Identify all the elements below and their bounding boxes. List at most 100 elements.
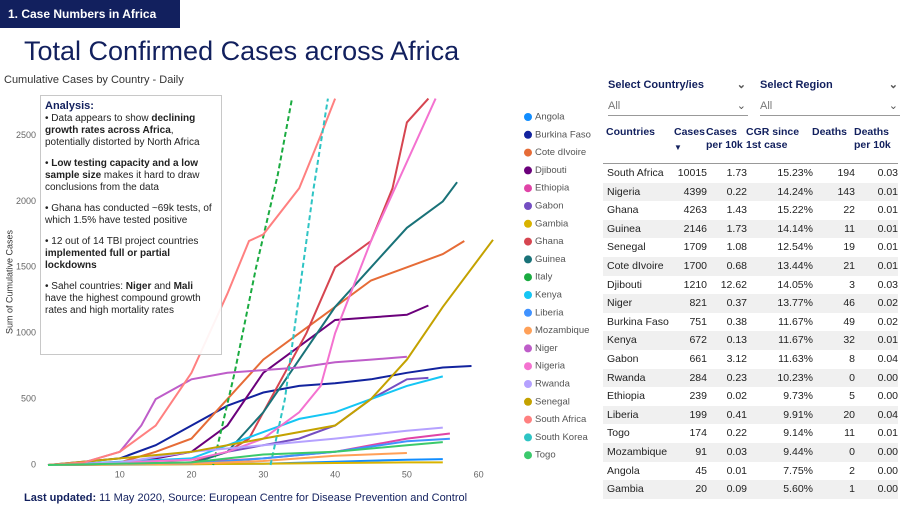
table-cell: 14.14% (777, 222, 813, 235)
table-row: Liberia 199 0.41 9.91% 20 0.04 (603, 405, 898, 425)
table-cell: Gambia (607, 483, 644, 496)
column-header[interactable]: Cases ▼ (671, 120, 705, 163)
column-header[interactable]: Cases per 10k (703, 120, 743, 163)
table-cell: 21 (843, 259, 855, 272)
table-row: Burkina Faso 751 0.38 11.67% 49 0.02 (603, 313, 898, 332)
table-cell: 0.00 (877, 445, 898, 458)
filter-value[interactable]: All ⌄ (760, 97, 900, 116)
table-cell: Niger (607, 297, 633, 310)
table-cell: Mozambique (607, 445, 668, 458)
chevron: ⌄ (888, 100, 898, 112)
table-cell: 0 (849, 371, 855, 384)
page-tab[interactable]: 1. Case Numbers in Africa (0, 0, 180, 28)
table-cell: 1709 (683, 241, 707, 254)
filter-value[interactable]: All ⌄ (608, 97, 748, 116)
footer-label: Last updated: (24, 492, 97, 504)
series-line (47, 181, 458, 466)
table-cell: Nigeria (607, 185, 641, 198)
footer: Last updated: 11 May 2020, Source: Europ… (24, 492, 467, 504)
table-cell: 0.01 (877, 427, 898, 440)
column-header-text: CGR since 1st case (746, 126, 800, 151)
legend-marker (524, 237, 532, 246)
legend-marker (524, 397, 532, 406)
table-cell: 0.01 (877, 259, 898, 272)
analysis-text: , potentially distorted by North Africa (45, 125, 200, 148)
y-tick-label: 0 (31, 459, 36, 469)
legend-label: Angola (535, 112, 565, 123)
analysis-text: • Sahel countries: (45, 281, 126, 292)
table-cell: Rwanda (607, 371, 646, 384)
legend-label: Cote dIvoire (535, 147, 586, 158)
legend-label: Burkina Faso (535, 129, 591, 140)
table-cell: 199 (689, 408, 707, 421)
table-row: Ethiopia 239 0.02 9.73% 5 0.00 (603, 387, 898, 406)
legend-marker (524, 130, 532, 139)
table-cell: 0.09 (726, 483, 747, 496)
analysis-text: • Ghana has conducted ~69k tests, of whi… (45, 203, 212, 226)
table-cell: 1210 (683, 278, 707, 291)
series-line (47, 426, 443, 466)
table-cell: 9.73% (783, 390, 813, 403)
table-row: Kenya 672 0.13 11.67% 32 0.01 (603, 331, 898, 350)
analysis-text: have the highest compound growth rates a… (45, 293, 201, 316)
table-cell: 0.01 (877, 222, 898, 235)
table-cell: Burkina Faso (607, 315, 669, 328)
legend-marker (524, 380, 532, 388)
chevron: ⌄ (736, 79, 746, 91)
table: Countries Cases ▼ Cases per 10k CGR since 1s… (603, 120, 898, 499)
legend-label: Ghana (535, 236, 564, 247)
column-header-text: Deaths per 10k (854, 126, 891, 151)
table-cell: 11 (844, 222, 855, 235)
table-cell: 0.01 (877, 241, 898, 254)
table-cell: 0.38 (726, 315, 747, 328)
column-header[interactable]: Countries (603, 120, 671, 163)
table-cell: 1.73 (726, 222, 747, 235)
legend-marker (524, 291, 532, 299)
filter[interactable]: Select Region ⌄ All ⌄ (760, 76, 900, 116)
table-cell: 0 (849, 445, 855, 458)
x-tick-label: 20 (187, 469, 197, 479)
table-cell: 1.73 (726, 167, 747, 179)
table-cell: 4399 (683, 185, 707, 198)
table-cell: 13.44% (777, 259, 813, 272)
legend-label: South Africa (535, 414, 587, 425)
table-cell: 11.67% (778, 334, 813, 347)
analysis-text: makes it hard to draw conclusions from t… (45, 170, 200, 193)
table-cell: 9.44% (783, 445, 813, 458)
analysis-text: implemented full or partial lockdowns (45, 248, 171, 271)
table-cell: 0.13 (726, 334, 747, 347)
table-body: South Africa 10015 1.73 15.23% 194 0.03 Nigeri… (603, 164, 898, 499)
table-header: Countries Cases ▼ Cases per 10k CGR since 1s… (603, 120, 898, 164)
table-cell: 0.00 (877, 371, 898, 384)
table-cell: 194 (837, 167, 855, 179)
table-cell: 14.24% (777, 185, 813, 198)
column-header[interactable]: Deaths per 10k (851, 120, 894, 163)
table-cell: 0.01 (726, 464, 747, 477)
table-cell: Gabon (607, 352, 639, 365)
column-header-text: Countries (606, 126, 656, 138)
sort-arrow: ▼ (674, 143, 682, 152)
table-cell: 239 (689, 390, 707, 403)
table-cell: 45 (695, 464, 707, 477)
series-line (47, 239, 494, 466)
table-cell: 20 (695, 483, 707, 496)
filter[interactable]: Select Country/ies ⌄ All ⌄ (608, 76, 748, 116)
table-cell: 0.37 (726, 297, 747, 310)
table-cell: 0.03 (877, 278, 898, 291)
table-cell: 11 (844, 427, 855, 440)
series-line (47, 98, 437, 466)
column-header[interactable]: CGR since 1st case (743, 120, 809, 163)
table-row: Nigeria 4399 0.22 14.24% 143 0.01 (603, 182, 898, 202)
y-tick-label: 2000 (16, 196, 36, 206)
table-cell: 672 (689, 334, 707, 347)
column-header-text: Cases (674, 126, 705, 138)
series-line (47, 240, 465, 466)
legend-marker (524, 219, 532, 228)
table-cell: 1700 (683, 259, 707, 272)
table-cell: South Africa (607, 167, 664, 179)
table-cell: Cote dIvoire (607, 259, 664, 272)
column-header-text: Deaths (812, 126, 848, 138)
column-header[interactable]: Deaths (809, 120, 851, 163)
table-cell: 0.22 (726, 185, 747, 198)
